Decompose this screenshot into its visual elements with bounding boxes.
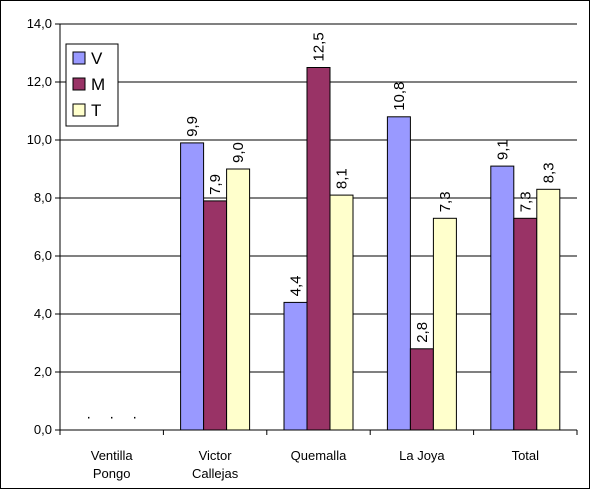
x-tick-label-line: Quemalla (291, 448, 347, 463)
legend-swatch (72, 103, 86, 117)
legend-label: T (91, 101, 101, 120)
data-label: 7,3 (517, 191, 534, 212)
legend-swatch (72, 51, 86, 65)
x-tick-label: Victor Callejas (192, 448, 239, 481)
data-label: 9,1 (494, 139, 511, 160)
y-tick-label: 0,0 (34, 422, 52, 437)
y-tick-label: 10,0 (27, 132, 52, 147)
x-tick-label: Quemalla (291, 448, 347, 463)
data-label: 8,3 (540, 162, 557, 183)
bar (536, 188, 561, 431)
legend-swatch (72, 77, 86, 91)
bar (490, 165, 515, 431)
x-tick-label: Ventilla Pongo (91, 448, 134, 481)
x-tick-label-line: Pongo (93, 466, 131, 481)
bar (329, 194, 354, 431)
y-tick-label: 6,0 (34, 248, 52, 263)
labels-layer: 0,0 2,0 4,0 6,0 8,0 10,0 12,0 14,0 Ventilla Pongo… (27, 16, 558, 481)
legend-label: M (91, 75, 105, 94)
data-label: 9,9 (184, 116, 201, 137)
y-tick-label: 2,0 (34, 364, 52, 379)
x-tick-label-line: Total (512, 448, 540, 463)
y-tick-label: 14,0 (27, 16, 52, 31)
data-label: 10,8 (391, 82, 408, 111)
x-tick-label: Total (512, 448, 540, 463)
data-label: 8,1 (334, 168, 351, 189)
bars-layer (180, 67, 561, 431)
y-tick-label: 8,0 (34, 190, 52, 205)
bar (386, 116, 411, 431)
bar (432, 217, 457, 431)
x-tick-label-line: La Joya (399, 448, 445, 463)
data-label: 7,3 (437, 191, 454, 212)
data-label: 12,5 (311, 32, 328, 61)
legend-label: V (91, 49, 103, 68)
x-tick-label-line: Callejas (192, 466, 239, 481)
bar (226, 168, 251, 431)
data-label: 7,9 (207, 174, 224, 195)
axes-layer (55, 23, 578, 435)
bar (306, 67, 331, 431)
data-label: . (133, 405, 137, 422)
data-label: . (110, 405, 114, 422)
data-label: . (87, 405, 91, 422)
bar (203, 200, 228, 431)
bar (180, 142, 205, 431)
bar (283, 301, 308, 431)
data-label: 2,8 (414, 322, 431, 343)
x-tick-label: La Joya (399, 448, 445, 463)
data-label: 4,4 (288, 276, 305, 297)
bar (513, 217, 538, 431)
x-tick-label-line: Victor (199, 448, 233, 463)
x-tick-label-line: Ventilla (91, 448, 134, 463)
data-label: 9,0 (230, 142, 247, 163)
bar (409, 348, 434, 431)
y-tick-label: 4,0 (34, 306, 52, 321)
legend: VMT (65, 43, 119, 127)
y-tick-label: 12,0 (27, 74, 52, 89)
